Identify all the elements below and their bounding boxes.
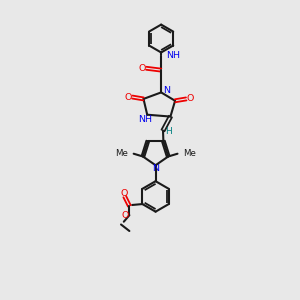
Text: N: N: [163, 86, 170, 95]
Text: NH: NH: [166, 51, 180, 60]
Text: O: O: [122, 211, 129, 220]
Text: NH: NH: [138, 115, 152, 124]
Text: O: O: [124, 93, 132, 102]
Text: H: H: [165, 127, 172, 136]
Text: Me: Me: [183, 149, 196, 158]
Text: N: N: [152, 164, 159, 173]
Text: O: O: [187, 94, 194, 103]
Text: O: O: [139, 64, 146, 73]
Text: Me: Me: [115, 149, 128, 158]
Text: O: O: [120, 189, 127, 198]
